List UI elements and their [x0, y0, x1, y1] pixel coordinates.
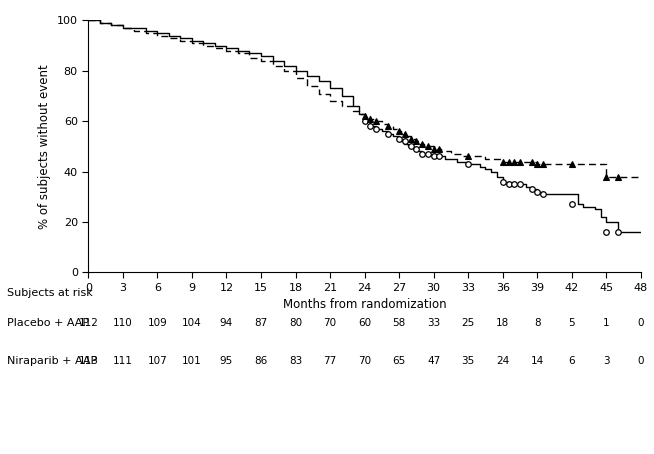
Text: Placebo + AAP: Placebo + AAP: [7, 318, 89, 328]
Text: 65: 65: [392, 356, 405, 366]
Text: 58: 58: [392, 318, 405, 328]
Text: 47: 47: [427, 356, 440, 366]
Text: 110: 110: [113, 318, 133, 328]
Text: 80: 80: [289, 318, 302, 328]
Text: 87: 87: [254, 318, 267, 328]
Text: 104: 104: [182, 318, 202, 328]
Text: 25: 25: [462, 318, 475, 328]
Text: 60: 60: [358, 318, 371, 328]
Text: 70: 70: [358, 356, 371, 366]
Text: 3: 3: [603, 356, 610, 366]
Text: 8: 8: [534, 318, 541, 328]
Text: 70: 70: [324, 318, 337, 328]
Text: Niraparib + AAP: Niraparib + AAP: [7, 356, 97, 366]
Y-axis label: % of subjects without event: % of subjects without event: [39, 64, 51, 229]
Text: 5: 5: [568, 318, 575, 328]
Text: 111: 111: [113, 356, 133, 366]
Text: 0: 0: [638, 356, 644, 366]
Text: 112: 112: [78, 318, 98, 328]
Text: 14: 14: [530, 356, 544, 366]
Text: 33: 33: [427, 318, 440, 328]
Text: 94: 94: [220, 318, 233, 328]
Text: 18: 18: [496, 318, 509, 328]
Text: 24: 24: [496, 356, 509, 366]
Text: Subjects at risk: Subjects at risk: [7, 288, 92, 298]
Text: 86: 86: [254, 356, 267, 366]
Text: 107: 107: [148, 356, 167, 366]
Text: 1: 1: [603, 318, 610, 328]
Text: 83: 83: [289, 356, 302, 366]
X-axis label: Months from randomization: Months from randomization: [283, 298, 447, 311]
Text: 35: 35: [462, 356, 475, 366]
Text: 0: 0: [638, 318, 644, 328]
Text: 77: 77: [324, 356, 337, 366]
Text: 101: 101: [182, 356, 202, 366]
Text: 6: 6: [568, 356, 575, 366]
Text: 95: 95: [220, 356, 233, 366]
Text: 113: 113: [78, 356, 98, 366]
Text: 109: 109: [148, 318, 167, 328]
